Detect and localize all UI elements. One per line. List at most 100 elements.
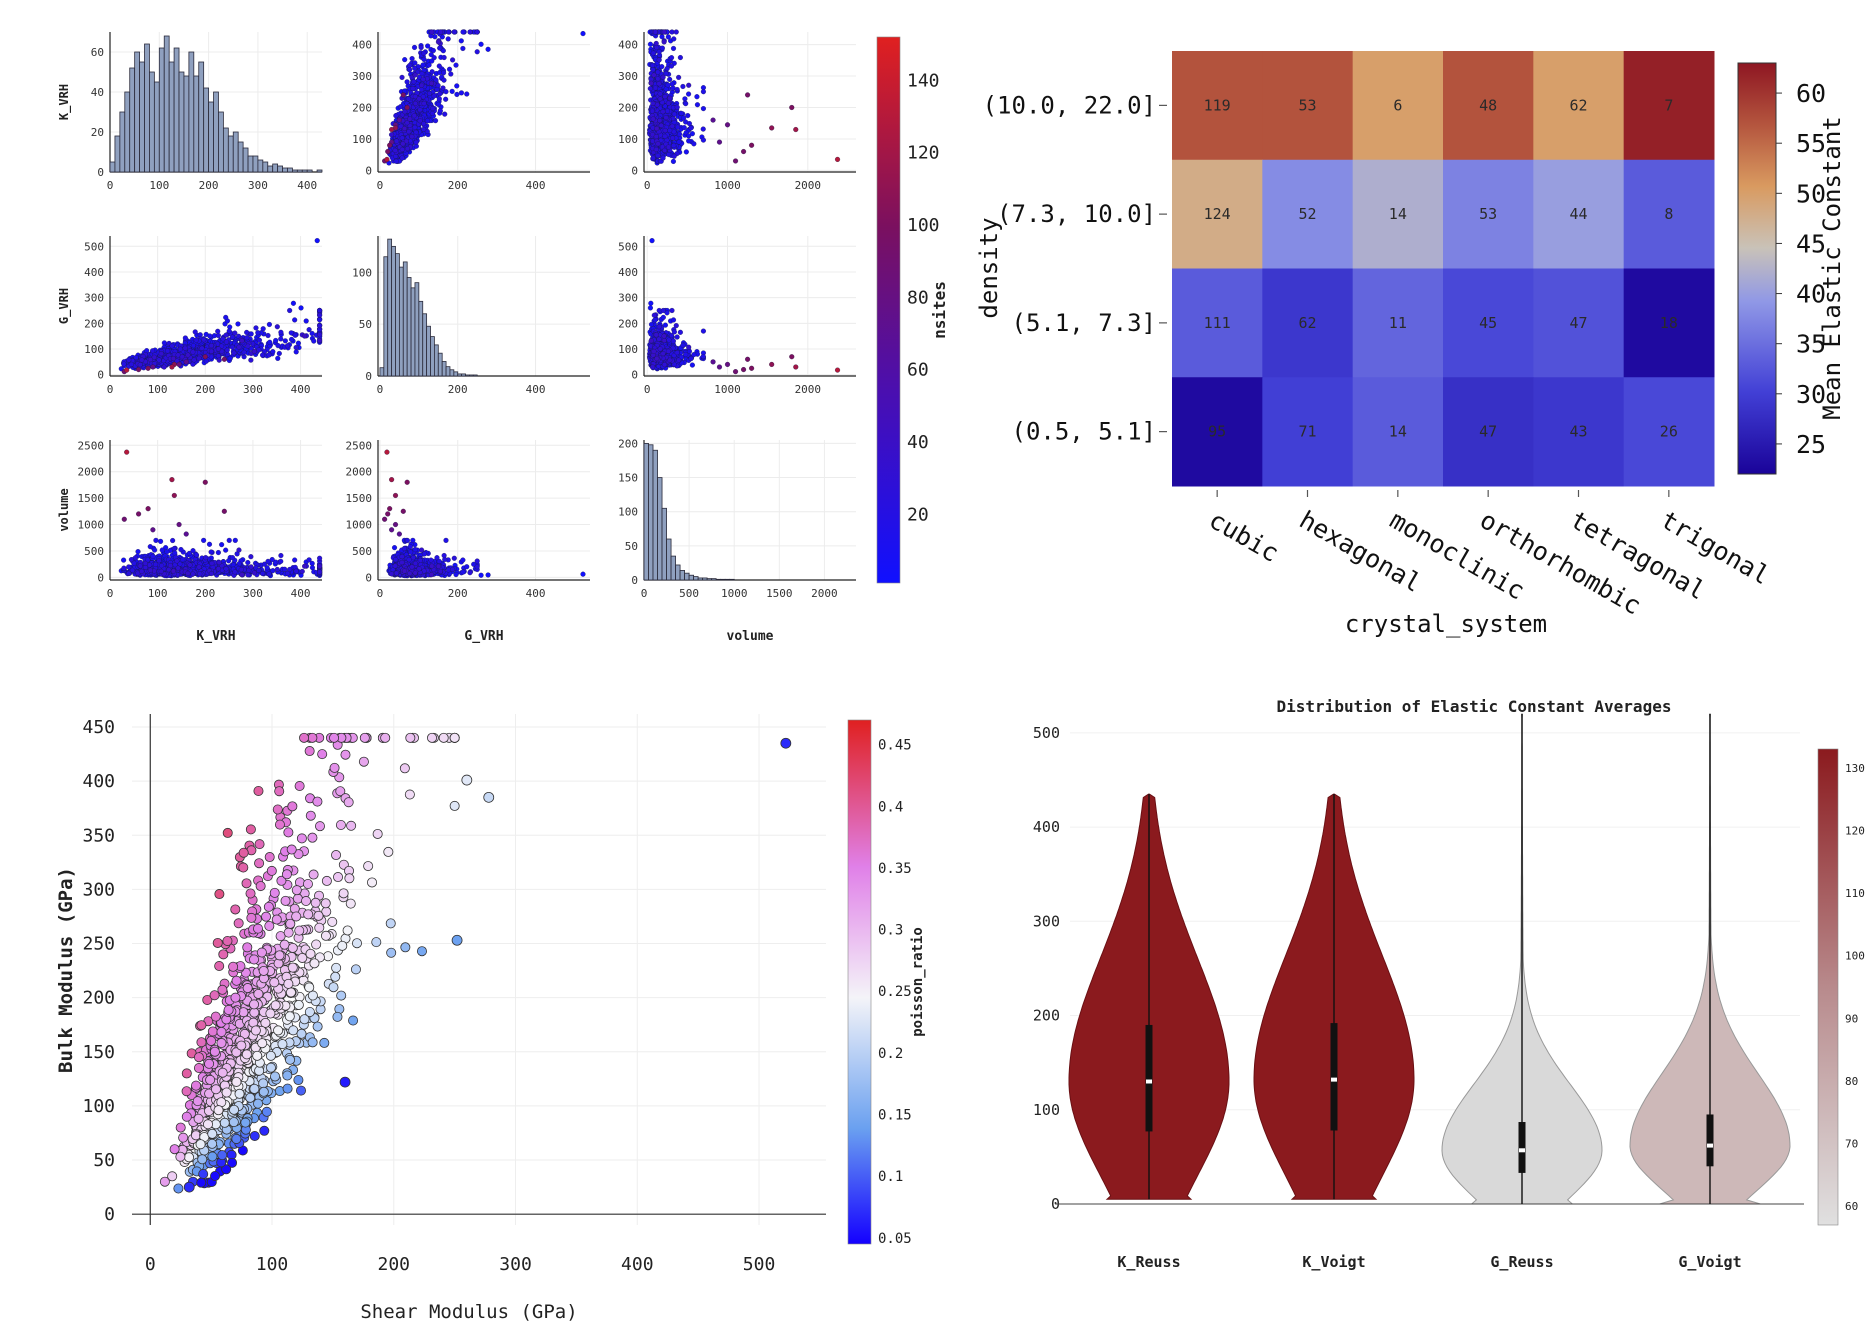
scatter-point: [650, 138, 656, 144]
scatter-point: [150, 348, 156, 354]
scatter-point: [653, 332, 659, 338]
scatter-point: [667, 127, 673, 134]
scatter-point: [688, 356, 694, 362]
y-tick-label: 400: [84, 266, 104, 279]
scatter-point: [412, 100, 418, 106]
y-tick-label: 0: [97, 166, 104, 179]
scatter-point: [266, 352, 272, 358]
scatter-point: [245, 343, 251, 349]
scatter-point: [664, 65, 670, 71]
scatter-point: [409, 134, 415, 140]
scatter-point: [403, 138, 409, 144]
scatter-point: [314, 238, 320, 244]
scatter-point: [458, 38, 464, 44]
histogram-bar: [422, 313, 428, 377]
scatter-point: [683, 101, 689, 107]
scatter-point: [689, 362, 695, 368]
histogram-bar: [262, 161, 269, 173]
scatter-point: [793, 126, 799, 133]
histogram-bar: [114, 135, 121, 173]
y-tick-label: 300: [84, 292, 104, 305]
scatter-point: [289, 336, 295, 342]
scatter-point: [428, 80, 434, 86]
scatter-point: [273, 337, 279, 344]
scatter-point: [657, 96, 663, 102]
scatter-point: [199, 345, 205, 351]
scatter-point: [404, 120, 410, 126]
histogram-bar: [277, 165, 283, 173]
scatter-point: [689, 131, 695, 137]
scatter-point: [650, 62, 656, 68]
scatter-point: [741, 149, 747, 155]
scatter-point: [413, 139, 419, 145]
scatter-point: [401, 125, 408, 132]
y-tick-label: 0: [365, 164, 372, 177]
y-tick-label: 100: [352, 266, 372, 279]
scatter-point: [745, 356, 751, 362]
y-tick-label: 500: [84, 240, 104, 253]
scatter-point: [683, 351, 689, 358]
scatter-point: [402, 57, 408, 63]
scatter-point: [302, 333, 308, 339]
scatter-point: [411, 113, 417, 119]
scatter-point: [393, 113, 399, 119]
scatter-point: [429, 69, 435, 75]
scatter-point: [437, 45, 443, 51]
x-tick-label: 0: [107, 587, 114, 600]
histogram-bar: [292, 169, 298, 173]
scatter-point: [256, 337, 262, 343]
y-tick-label: 100: [618, 343, 638, 356]
y-tick-label: 0: [97, 571, 104, 584]
scatter-point: [652, 85, 659, 91]
scatter-point: [437, 108, 443, 114]
scatter-point: [686, 91, 692, 97]
histogram-bar: [183, 75, 190, 173]
scatter-point: [169, 364, 175, 370]
histogram-bar: [257, 159, 264, 173]
x-tick-label: 100: [148, 587, 168, 600]
scatter-point: [208, 348, 214, 354]
scatter-point: [290, 300, 296, 306]
histogram-bar: [139, 61, 145, 173]
scatter-point: [662, 94, 668, 100]
scatter-point: [293, 344, 299, 351]
y-tick-label: 60: [91, 46, 104, 59]
scatter-point: [265, 332, 271, 339]
scatter-point: [732, 158, 739, 164]
y-tick-label: 0: [97, 369, 104, 382]
scatter-point: [834, 156, 841, 162]
scatter-point: [126, 357, 132, 363]
scatter-point: [675, 124, 681, 130]
histogram-bar: [188, 51, 195, 173]
scatter-point: [394, 138, 400, 144]
histogram-bar: [445, 366, 451, 377]
scatter-point: [716, 139, 723, 145]
scatter-point: [658, 122, 664, 128]
scatter-point: [677, 55, 683, 61]
scatter-point: [260, 326, 266, 332]
y-axis-label: K_VRH: [57, 84, 72, 120]
histogram-bar: [398, 266, 404, 377]
scatter-point: [691, 141, 697, 147]
x-tick-label: 200: [195, 587, 215, 600]
scatter-point: [440, 85, 446, 91]
scatter-point: [665, 144, 672, 150]
scatter-point: [454, 91, 460, 98]
scatter-point: [653, 134, 659, 140]
histogram-bar: [453, 371, 459, 377]
scatter-point: [449, 88, 455, 94]
histogram-bar: [193, 75, 200, 173]
x-tick-label: 2000: [795, 179, 822, 192]
scatter-point: [663, 115, 669, 121]
scatter-point: [216, 357, 222, 363]
histogram-bar: [379, 367, 385, 377]
y-tick-label: 100: [618, 133, 638, 146]
scatter-point: [266, 321, 272, 328]
scatter-point: [215, 346, 221, 352]
scatter-point: [669, 307, 675, 314]
scatter-point: [136, 367, 142, 373]
histogram-bar: [465, 374, 470, 377]
scatter-point: [292, 332, 298, 338]
scatter-point: [724, 361, 731, 367]
